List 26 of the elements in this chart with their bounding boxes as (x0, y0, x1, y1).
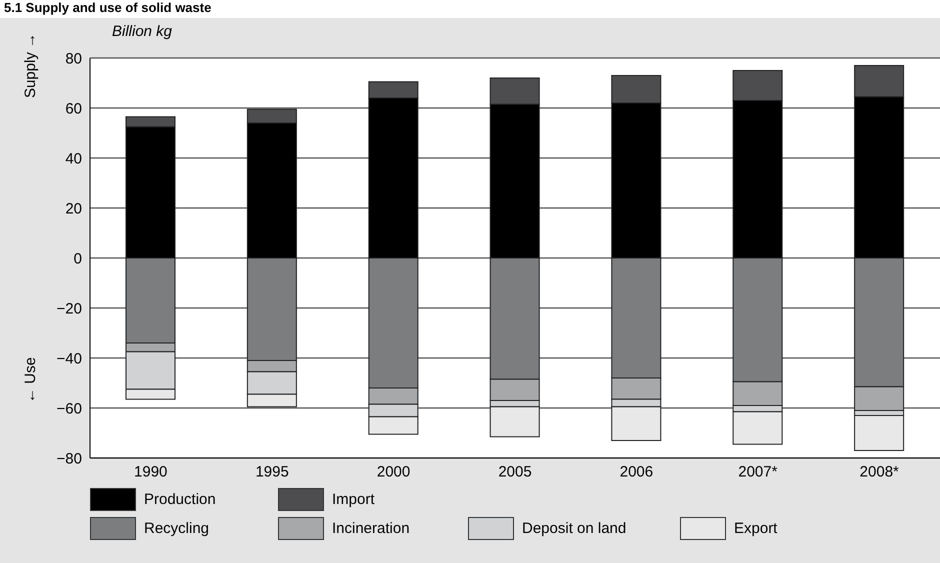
legend-label: Deposit on land (522, 520, 626, 537)
x-tick-label: 2005 (498, 464, 532, 481)
legend-label: Export (734, 520, 778, 537)
y-tick-label: 20 (65, 200, 82, 218)
y-tick-label: −80 (56, 450, 82, 468)
text: ← Use (22, 356, 40, 403)
y-tick-label: −20 (56, 300, 82, 318)
y-tick-label: 0 (74, 250, 82, 268)
y-tick-label: 60 (65, 100, 82, 118)
y-tick-label: −60 (56, 400, 82, 418)
legend-label: Production (144, 491, 216, 508)
y-axis-title: Supply → (22, 33, 40, 100)
x-tick-label: 2007* (738, 464, 778, 481)
x-tick-label: 2006 (620, 464, 654, 481)
y-tick-label: 40 (65, 150, 82, 168)
legend-label: Recycling (144, 520, 210, 537)
legend-label: Import (332, 491, 375, 508)
x-tick-label: 1990 (134, 464, 168, 481)
x-tick-label: 2000 (376, 464, 410, 481)
y-tick-label: 80 (65, 50, 82, 68)
text: Billion kg (112, 23, 172, 40)
x-tick-label: 2008* (860, 464, 900, 481)
legend-label: Incineration (332, 520, 410, 537)
chart-title: 5.1 Supply and use of solid waste (3, 0, 212, 17)
x-tick-label: 1995 (255, 464, 289, 481)
y-tick-label: −40 (56, 350, 82, 368)
